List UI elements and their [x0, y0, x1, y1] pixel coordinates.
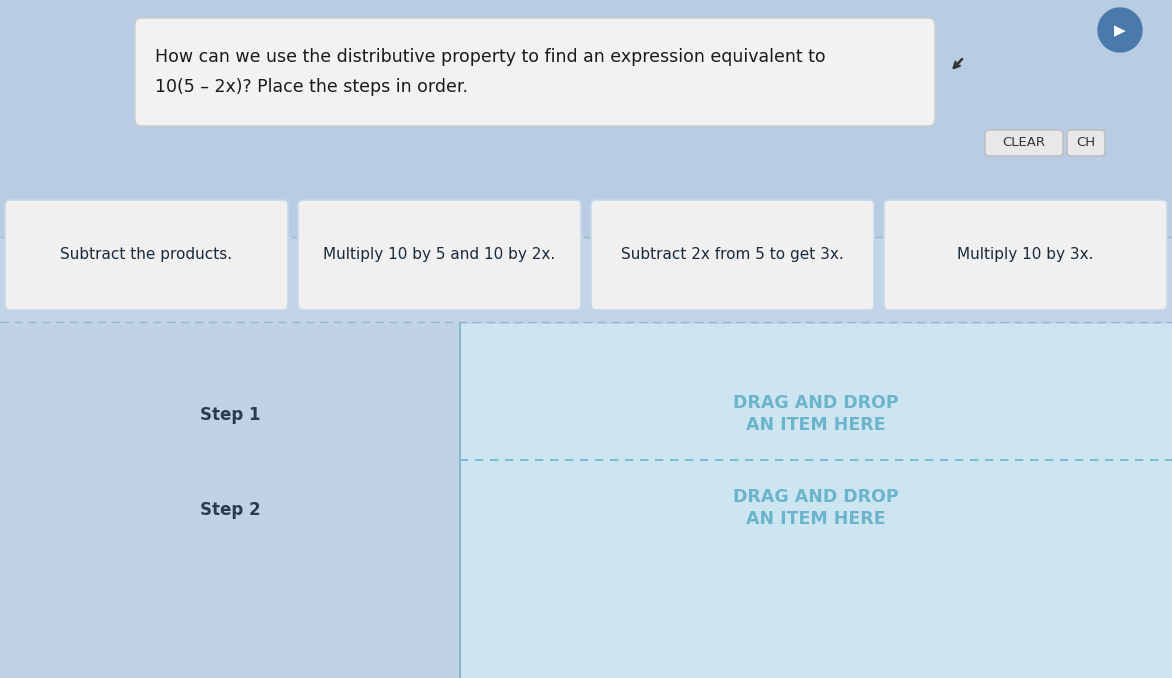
Circle shape — [1098, 8, 1142, 52]
FancyBboxPatch shape — [884, 200, 1167, 310]
Text: Step 1: Step 1 — [199, 406, 260, 424]
Text: CLEAR: CLEAR — [1002, 136, 1045, 150]
FancyBboxPatch shape — [5, 200, 288, 310]
FancyBboxPatch shape — [984, 130, 1063, 156]
Text: Multiply 10 by 5 and 10 by 2x.: Multiply 10 by 5 and 10 by 2x. — [323, 247, 556, 262]
Text: 10(5 – 2x)? Place the steps in order.: 10(5 – 2x)? Place the steps in order. — [155, 78, 468, 96]
Text: AN ITEM HERE: AN ITEM HERE — [747, 416, 886, 433]
Text: Subtract the products.: Subtract the products. — [61, 247, 232, 262]
Text: How can we use the distributive property to find an expression equivalent to: How can we use the distributive property… — [155, 48, 825, 66]
Text: ▶: ▶ — [1115, 24, 1126, 39]
Text: Subtract 2x from 5 to get 3x.: Subtract 2x from 5 to get 3x. — [621, 247, 844, 262]
Text: DRAG AND DROP: DRAG AND DROP — [734, 489, 899, 506]
Text: Step 2: Step 2 — [199, 501, 260, 519]
Bar — [0, 324, 1172, 678]
FancyBboxPatch shape — [135, 18, 935, 126]
Text: Multiply 10 by 3x.: Multiply 10 by 3x. — [958, 247, 1093, 262]
Text: CH: CH — [1076, 136, 1096, 150]
FancyBboxPatch shape — [298, 200, 581, 310]
FancyBboxPatch shape — [1067, 130, 1105, 156]
FancyBboxPatch shape — [591, 200, 874, 310]
Text: AN ITEM HERE: AN ITEM HERE — [747, 511, 886, 528]
Text: DRAG AND DROP: DRAG AND DROP — [734, 393, 899, 412]
Bar — [459, 324, 1172, 678]
Bar — [0, 237, 1172, 330]
